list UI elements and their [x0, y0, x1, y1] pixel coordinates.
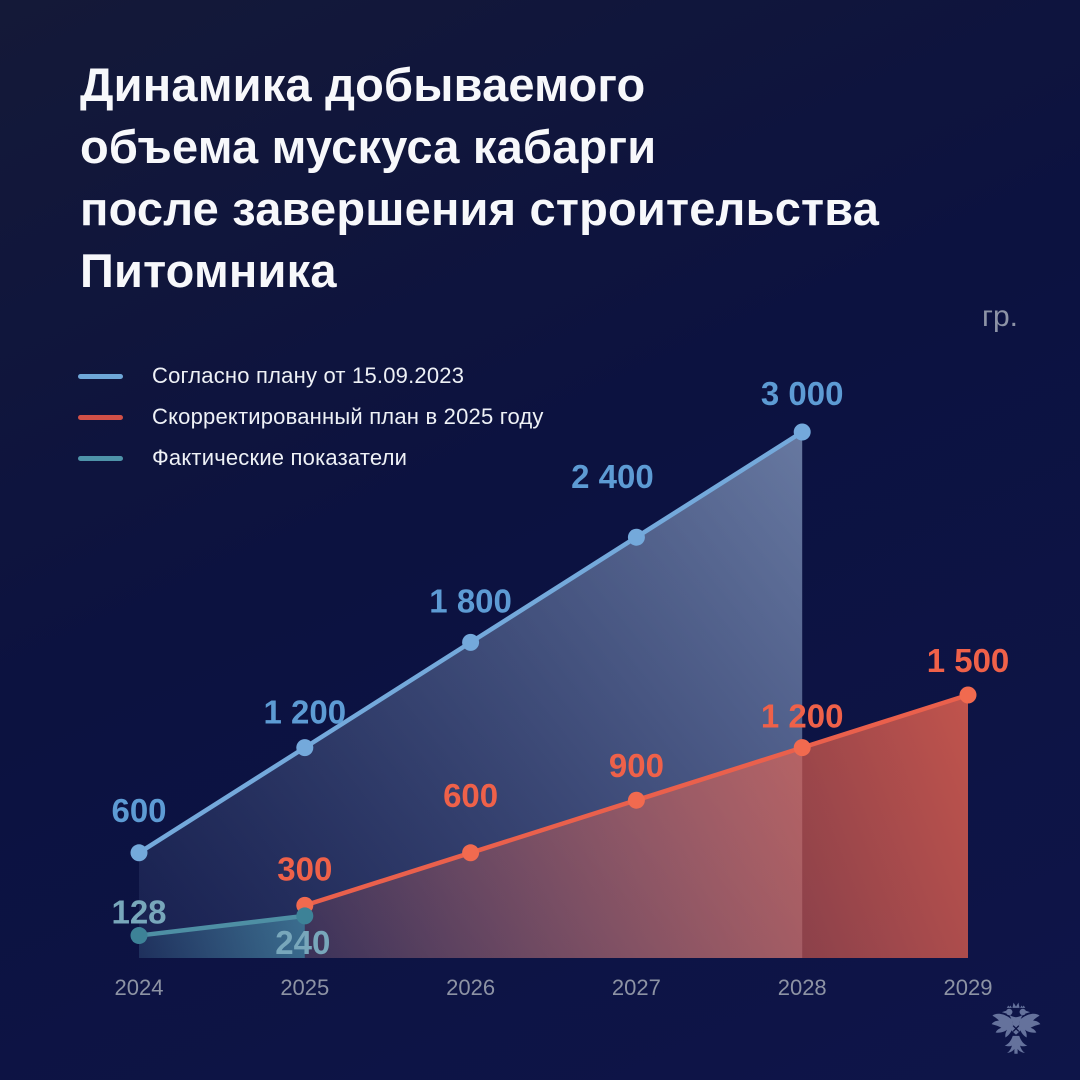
- chart-point-series-1-2027: [627, 791, 645, 809]
- chart-area-series-2: [139, 915, 305, 958]
- data-label-series-1: 1 200: [761, 698, 844, 735]
- data-label-series-0: 2 400: [571, 458, 654, 495]
- chart-line-series-2: [136, 913, 308, 938]
- data-label-series-1: 1 500: [927, 642, 1010, 679]
- x-axis-label-2029: 2029: [944, 975, 993, 1000]
- page-title-line-1: Динамика добываемого: [80, 58, 646, 111]
- data-label-series-0: 1 200: [264, 694, 347, 731]
- legend-item-actual: Фактические показатели: [78, 445, 544, 470]
- chart-point-series-1-2026: [462, 844, 480, 862]
- x-axis-label-2027: 2027: [612, 975, 661, 1000]
- legend-label-actual: Фактические показатели: [152, 445, 408, 470]
- legend-swatch-adjusted-icon: [78, 414, 123, 420]
- legend-swatch-actual-icon: [78, 455, 123, 461]
- data-label-series-1: 600: [443, 777, 498, 814]
- chart-point-series-0-2026: [462, 633, 480, 651]
- legend-label-adjusted: Скорректированный план в 2025 году: [152, 404, 544, 429]
- x-axis-label-2025: 2025: [280, 975, 329, 1000]
- chart-point-series-2-2025: [296, 907, 314, 925]
- chart-point-series-1-2029: [959, 686, 977, 704]
- chart-point-series-0-2028: [793, 423, 811, 441]
- page-title-line-3: после завершения строительства: [80, 182, 880, 235]
- chart-point-series-2-2024: [130, 927, 148, 945]
- data-label-series-2: 128: [111, 894, 166, 931]
- chart-legend: Согласно плану от 15.09.2023 Скорректиро…: [78, 363, 544, 488]
- double-headed-eagle-emblem-icon: [991, 1002, 1041, 1054]
- x-axis-label-2026: 2026: [446, 975, 495, 1000]
- page-title-line-4: Питомника: [80, 244, 337, 297]
- chart-point-series-0-2027: [627, 528, 645, 546]
- legend-swatch-planned-icon: [78, 373, 123, 379]
- data-label-series-0: 3 000: [761, 375, 844, 412]
- legend-label-planned: Согласно плану от 15.09.2023: [152, 363, 465, 388]
- data-label-series-0: 600: [111, 792, 166, 829]
- chart-point-series-0-2025: [296, 739, 314, 757]
- x-axis-label-2028: 2028: [778, 975, 827, 1000]
- chart-point-series-0-2024: [130, 844, 148, 862]
- chart-point-series-1-2028: [793, 739, 811, 757]
- unit-label: гр.: [982, 300, 1018, 333]
- legend-item-adjusted: Скорректированный план в 2025 году: [78, 404, 544, 429]
- x-axis-label-2024: 2024: [115, 975, 164, 1000]
- data-label-series-0: 1 800: [429, 582, 512, 619]
- page-title: Динамика добываемого объема мускуса каба…: [80, 54, 879, 302]
- page-title-line-2: объема мускуса кабарги: [80, 120, 657, 173]
- data-label-series-1: 900: [609, 747, 664, 784]
- data-label-series-1: 300: [277, 850, 332, 887]
- chart-area-series-1: [304, 695, 968, 958]
- data-label-series-2: 240: [275, 924, 330, 961]
- legend-item-planned: Согласно плану от 15.09.2023: [78, 363, 544, 388]
